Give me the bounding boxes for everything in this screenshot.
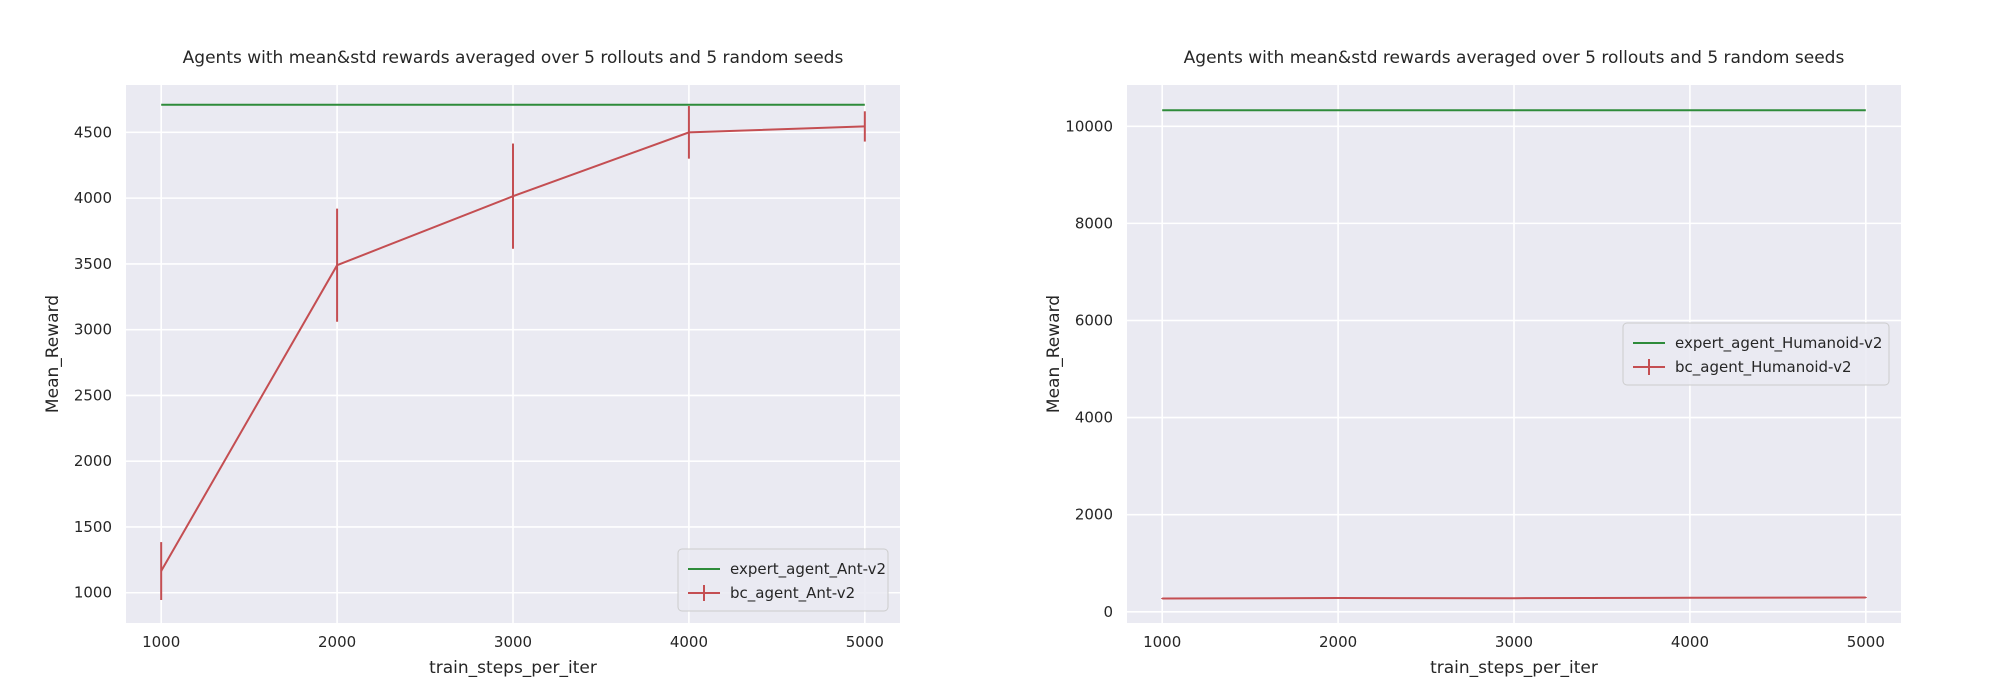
x-tick-label: 5000 <box>846 633 884 651</box>
legend: expert_agent_Humanoid-v2 bc_agent_Humanoi… <box>1622 322 1890 386</box>
x-axis-title: train_steps_per_iter <box>429 658 597 678</box>
y-tick-label: 6000 <box>1075 311 1113 329</box>
x-tick-label: 3000 <box>1495 633 1533 651</box>
y-tick-label: 4500 <box>74 123 112 141</box>
y-tick-label: 8000 <box>1075 214 1113 232</box>
x-tick-label: 1000 <box>142 633 180 651</box>
y-tick-label: 10000 <box>1065 117 1113 135</box>
x-tick-label: 5000 <box>1847 633 1885 651</box>
legend-box <box>1622 322 1890 386</box>
y-tick-label: 3000 <box>74 321 112 339</box>
legend-label: bc_agent_Ant-v2 <box>730 584 855 603</box>
y-tick-label: 2000 <box>1075 506 1113 524</box>
y-tick-label: 2000 <box>74 452 112 470</box>
chart-title: Agents with mean&std rewards averaged ov… <box>1184 48 1845 68</box>
x-tick-label: 4000 <box>670 633 708 651</box>
y-tick-label: 4000 <box>1075 409 1113 427</box>
y-axis-title: Mean_Reward <box>1044 295 1064 413</box>
y-tick-label: 3500 <box>74 255 112 273</box>
y-tick-label: 2500 <box>74 386 112 404</box>
chart-panel-2: 1000 2000 3000 4000 5000 0 2000 4000 6000 8000 100… <box>1044 48 1901 678</box>
y-tick-label: 1500 <box>74 518 112 536</box>
x-tick-label: 1000 <box>1143 633 1181 651</box>
y-tick-label: 1000 <box>74 584 112 602</box>
legend-label: bc_agent_Humanoid-v2 <box>1675 358 1852 377</box>
chart-panel-1: 1000 2000 3000 4000 5000 1000 1500 2000 2500 3000… <box>43 48 900 678</box>
legend: expert_agent_Ant-v2 bc_agent_Ant-v2 <box>677 548 889 612</box>
x-axis-title: train_steps_per_iter <box>1430 658 1598 678</box>
legend-label: expert_agent_Ant-v2 <box>730 560 886 579</box>
y-tick-label: 4000 <box>74 189 112 207</box>
x-tick-label: 2000 <box>318 633 356 651</box>
x-tick-label: 3000 <box>494 633 532 651</box>
x-tick-label: 4000 <box>1671 633 1709 651</box>
legend-label: expert_agent_Humanoid-v2 <box>1675 334 1882 353</box>
legend-box <box>677 548 889 612</box>
y-tick-label: 0 <box>1103 603 1113 621</box>
chart-title: Agents with mean&std rewards averaged ov… <box>183 48 844 68</box>
y-axis-title: Mean_Reward <box>43 295 63 413</box>
x-tick-label: 2000 <box>1319 633 1357 651</box>
